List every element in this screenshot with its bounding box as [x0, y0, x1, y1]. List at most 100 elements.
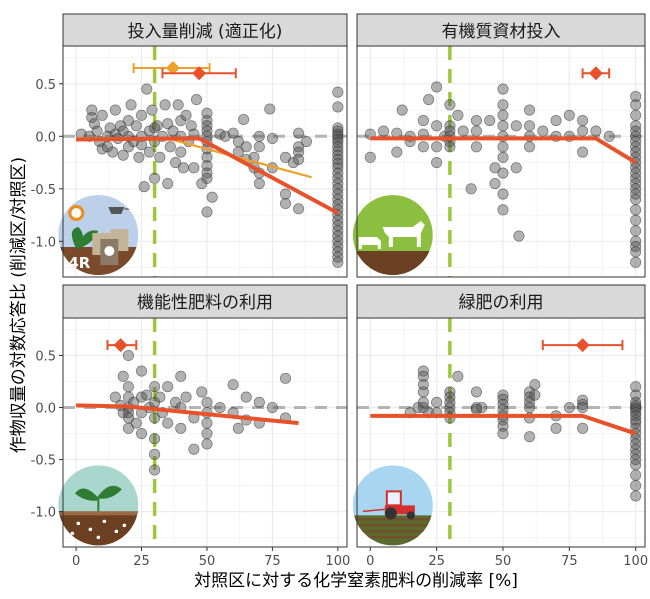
data-point [201, 151, 213, 163]
data-point [630, 414, 642, 426]
data-point [122, 381, 134, 393]
data-point [497, 167, 509, 179]
data-point [240, 391, 252, 403]
data-point [151, 120, 163, 132]
x-tick-label: 25 [428, 554, 445, 569]
data-point [164, 141, 176, 153]
x-tick-label: 0 [72, 554, 80, 569]
data-point [417, 386, 429, 398]
data-point [529, 379, 541, 391]
data-point [431, 141, 443, 153]
y-tick-label: 0.0 [35, 402, 56, 417]
data-point [332, 141, 344, 153]
facet-title: 有機質資材投入 [442, 22, 561, 42]
data-point [630, 246, 642, 258]
data-point [630, 193, 642, 205]
data-point [125, 99, 137, 111]
y-tick-label: -0.5 [31, 183, 56, 198]
data-point [180, 109, 192, 121]
breakpoint-estimate [541, 338, 624, 353]
data-point [630, 490, 642, 502]
data-point [431, 396, 443, 408]
data-point [214, 401, 226, 414]
data-point [465, 183, 477, 195]
data-point [577, 398, 589, 410]
data-point [133, 151, 145, 163]
facet-strip [62, 13, 348, 47]
data-point [577, 146, 589, 158]
data-point [279, 188, 292, 200]
data-point [489, 162, 501, 174]
data-point [180, 391, 192, 403]
facet-panel: 有機質資材投入 [352, 13, 646, 278]
segmented-regression-line [370, 136, 637, 165]
data-point [332, 149, 344, 161]
data-point [332, 153, 344, 165]
data-point [154, 151, 166, 163]
data-point [523, 120, 536, 132]
data-point [332, 158, 344, 170]
data-point [143, 125, 155, 137]
data-point [146, 104, 158, 116]
y-tick-label: -0.5 [31, 454, 56, 469]
data-point [444, 99, 456, 111]
data-point [497, 141, 509, 153]
data-point [497, 204, 509, 216]
facet-title: 機能性肥料の利用 [137, 293, 273, 313]
data-point [135, 365, 148, 377]
data-point [88, 118, 100, 130]
data-point [523, 104, 536, 116]
breakpoint-diamond [113, 338, 128, 353]
segmented-regression-line [76, 136, 339, 215]
data-point [293, 153, 305, 165]
x-tick-label: 75 [561, 554, 578, 569]
data-point [190, 94, 203, 106]
x-axis-label: 対照区に対する化学窒素肥料の削減率 [%] [194, 571, 518, 591]
data-point [96, 109, 108, 121]
data-point [201, 417, 213, 429]
data-point [201, 206, 213, 218]
y-tick-label: -1.0 [31, 235, 56, 250]
segmented-regression-line [370, 413, 637, 436]
data-point [431, 120, 443, 132]
data-point [201, 438, 213, 450]
data-point [253, 130, 265, 142]
data-point [497, 99, 509, 111]
data-point [130, 120, 142, 132]
data-point [417, 370, 429, 382]
data-point [149, 381, 161, 393]
data-point [188, 443, 200, 455]
x-tick-label: 75 [264, 554, 281, 569]
data-point [91, 125, 103, 137]
data-point [497, 427, 509, 440]
panel-border [62, 45, 348, 278]
breakpoint-diamond [192, 66, 207, 81]
data-point [227, 379, 239, 391]
data-point [470, 386, 482, 398]
data-point [563, 109, 575, 121]
data-point [141, 83, 153, 95]
data-point [497, 389, 509, 401]
data-point [630, 90, 642, 102]
data-point [266, 401, 278, 414]
data-point [122, 422, 134, 434]
data-point [162, 417, 174, 429]
data-point [149, 433, 161, 445]
breakpoint-estimate [161, 66, 237, 81]
data-point [423, 94, 435, 106]
data-point [266, 132, 278, 144]
data-point [452, 109, 464, 121]
data-point [484, 115, 496, 127]
data-point [201, 172, 213, 184]
breakpoint-diamond [165, 61, 180, 76]
data-point [332, 86, 344, 98]
data-point [497, 120, 509, 132]
data-point [162, 381, 174, 393]
data-point [188, 162, 200, 174]
y-tick-label: 0.5 [35, 78, 56, 93]
data-point [117, 370, 129, 382]
data-point [529, 389, 541, 401]
data-point [577, 125, 589, 137]
x-tick-label: 25 [133, 554, 150, 569]
